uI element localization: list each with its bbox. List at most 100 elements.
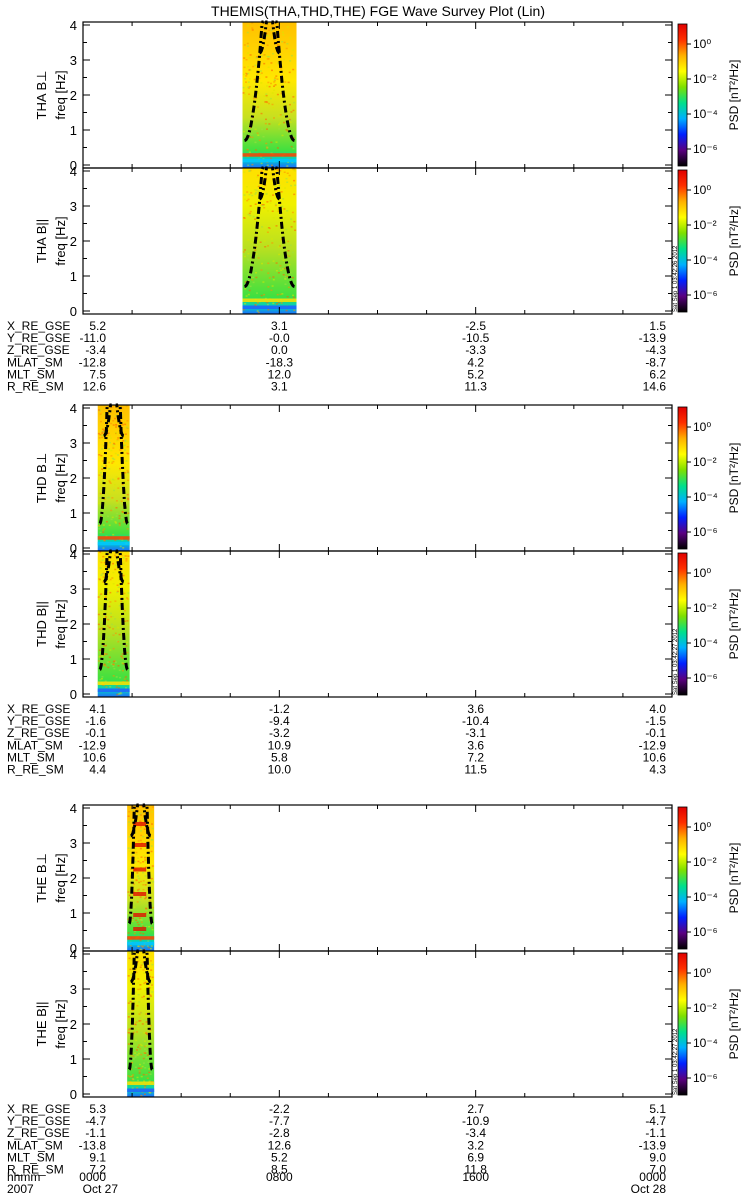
orbit-value: 3.1 — [271, 319, 288, 333]
y-tick-label: 4 — [70, 947, 77, 962]
cyclotron-curve — [244, 166, 265, 288]
orbit-value: 3.6 — [467, 702, 484, 716]
orbit-value: 10.9 — [268, 738, 292, 752]
orbit-value: -7.7 — [269, 1114, 290, 1128]
panel-frame — [82, 950, 673, 1098]
orbit-row-label: Z_RE_GSE — [7, 726, 70, 740]
orbit-value: 4.3 — [649, 763, 666, 777]
spectrogram-band — [242, 158, 297, 163]
colorbar-tick-label: 10⁰ — [693, 37, 711, 51]
orbit-value: -3.4 — [85, 343, 106, 357]
y-tick-label: 1 — [70, 123, 77, 138]
time-axis-label: hhmm — [7, 1170, 40, 1184]
orbit-value: 11.8 — [464, 1163, 487, 1177]
orbit-value: -2.8 — [269, 1126, 290, 1140]
y-tick-label: 3 — [70, 436, 77, 451]
y-axis-label: freq [Hz] — [53, 999, 68, 1048]
colorbar — [677, 406, 688, 550]
orbit-value: 4.4 — [89, 763, 106, 777]
orbit-row-label: Z_RE_GSE — [7, 1126, 70, 1140]
spectrogram-band — [127, 1081, 155, 1085]
orbit-value: 14.6 — [643, 380, 667, 394]
colorbar-tick-label: 10⁰ — [693, 420, 711, 434]
colorbar — [677, 169, 688, 313]
cyclotron-curve — [115, 403, 125, 438]
cyclotron-curve — [130, 949, 140, 984]
orbit-value: -9.4 — [269, 714, 290, 728]
spectrogram-data — [242, 22, 297, 168]
orbit-row-label: MLT_SM — [7, 750, 55, 764]
orbit-row-label: MLAT_SM — [7, 355, 63, 369]
orbit-table: X_RE_GSE 5.2 3.1 -2.5 1.5 Y_RE_GSE -11.0 -0.0 -1… — [7, 319, 666, 394]
cyclotron-curve — [274, 20, 295, 142]
y-tick-label: 0 — [70, 1087, 77, 1102]
colorbar-tick-label: 10⁻⁴ — [693, 490, 718, 504]
spectrogram-panel: 0 1 2 3 4 THD B|| freq [Hz] 10⁰ 10⁻² 10⁻⁴ 10⁻⁶ PSD … — [34, 547, 741, 702]
orbit-value: -0.0 — [269, 331, 290, 345]
orbit-row-label: R_RE_SM — [7, 380, 64, 394]
cyclotron-curve — [259, 166, 268, 201]
orbit-value: -1.1 — [645, 1126, 666, 1140]
y-tick-label: 2 — [70, 234, 77, 249]
orbit-value: 6.2 — [649, 367, 666, 381]
orbit-value: -10.9 — [462, 1114, 490, 1128]
orbit-value: -8.7 — [645, 355, 666, 369]
colorbar — [677, 952, 688, 1096]
y-tick-label: 2 — [70, 871, 77, 886]
colorbar-tick-label: 10⁻⁴ — [693, 636, 718, 650]
panel-name: THD B⊥ — [34, 453, 49, 503]
orbit-value: -1.6 — [85, 714, 106, 728]
generation-stamp: Sat Sep 1 03:42:27 2012 — [673, 628, 679, 695]
colorbar-tick-label: 10⁻² — [693, 855, 717, 869]
panel-frame — [82, 167, 673, 315]
spectrogram-panel: 0 1 2 3 4 THA B⊥ freq [Hz] 10⁰ 10⁻² 10⁻⁴ 10⁻⁶ PSD [… — [34, 18, 741, 173]
y-tick-label: 4 — [70, 401, 77, 416]
orbit-row-label: R_RE_SM — [7, 1163, 64, 1177]
orbit-value: 5.2 — [467, 367, 484, 381]
orbit-value: -18.3 — [266, 355, 294, 369]
spectrogram-band — [133, 913, 147, 917]
colorbar-label: PSD [nT²/Hz] — [727, 989, 741, 1060]
cyclotron-curve — [103, 403, 113, 438]
colorbar-tick-label: 10⁰ — [693, 966, 711, 980]
colorbar-tick-label: 10⁻² — [693, 218, 717, 232]
colorbar-tick-label: 10⁻⁶ — [693, 288, 718, 302]
panel-frame — [82, 550, 673, 698]
y-tick-label: 0 — [70, 158, 77, 173]
orbit-value: -11.0 — [80, 331, 107, 345]
cyclotron-curve — [271, 166, 280, 201]
colorbar-label: PSD [nT²/Hz] — [727, 60, 741, 131]
cyclotron-curve — [130, 803, 140, 838]
spectrogram-band — [97, 681, 130, 685]
time-tick-label: 1600 — [462, 1170, 489, 1184]
panel-frame — [82, 804, 673, 952]
spectrogram-panel: 0 1 2 3 4 THA B|| freq [Hz] 10⁰ 10⁻² 10⁻⁴ 10⁻⁶ PSD … — [34, 164, 741, 319]
spectrogram-band — [133, 822, 147, 826]
orbit-value: -3.3 — [465, 343, 486, 357]
orbit-value: 10.6 — [643, 750, 667, 764]
y-tick-label: 1 — [70, 1052, 77, 1067]
orbit-row-label: MLT_SM — [7, 1150, 55, 1164]
orbit-value: 3.6 — [467, 738, 484, 752]
colorbar — [677, 806, 688, 950]
orbit-value: 10.0 — [268, 763, 292, 777]
y-tick-label: 3 — [70, 836, 77, 851]
cyclotron-curve — [127, 949, 136, 1071]
orbit-row-label: X_RE_GSE — [7, 702, 70, 716]
cyclotron-curve — [274, 166, 295, 288]
spectrogram-band — [127, 936, 155, 940]
orbit-row-label: MLAT_SM — [7, 1138, 63, 1152]
y-tick-label: 1 — [70, 652, 77, 667]
spectrogram-band — [133, 867, 147, 872]
time-tick-label: 0000 — [79, 1170, 106, 1184]
orbit-value: 12.6 — [83, 380, 107, 394]
y-tick-label: 1 — [70, 269, 77, 284]
spectrogram-panel: 0 1 2 3 4 THE B⊥ freq [Hz] 10⁰ 10⁻² 10⁻⁴ 10⁻⁶ PSD [… — [34, 801, 741, 956]
orbit-value: -0.1 — [85, 726, 106, 740]
colorbar-tick-label: 10⁻² — [693, 72, 717, 86]
panel-name: THE B⊥ — [34, 853, 49, 903]
orbit-value: 4.1 — [89, 702, 106, 716]
cyclotron-curve — [127, 803, 136, 925]
generation-stamp: Sat Sep 1 03:42:27 2012 — [673, 1028, 679, 1095]
